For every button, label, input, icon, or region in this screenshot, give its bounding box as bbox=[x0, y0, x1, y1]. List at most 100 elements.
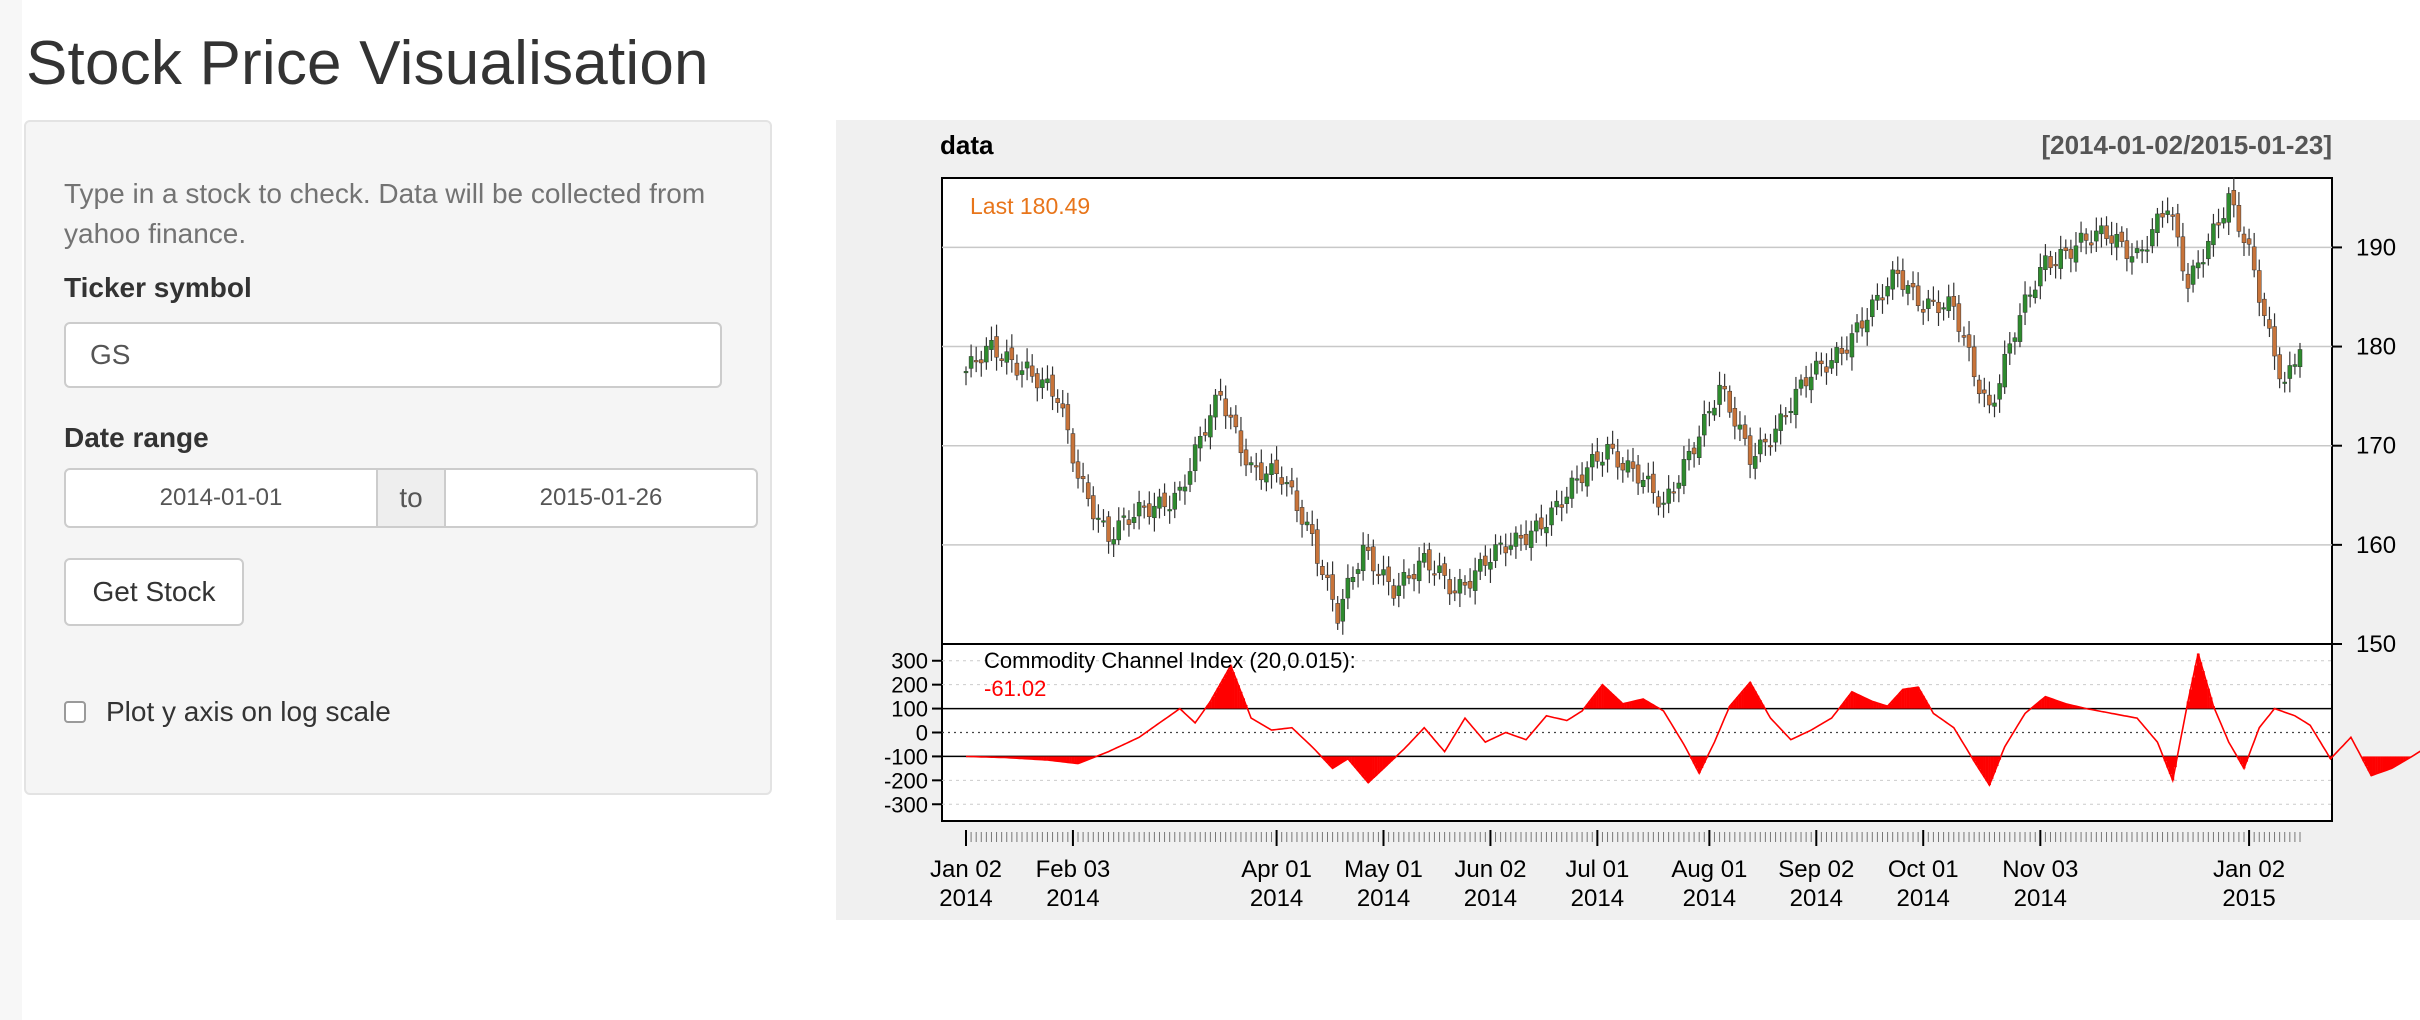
cci-fill-bar bbox=[2377, 756, 2381, 773]
candle bbox=[1411, 574, 1417, 580]
candle bbox=[1264, 473, 1269, 483]
cci-fill-bar bbox=[2209, 697, 2213, 709]
candle bbox=[1702, 414, 1707, 436]
price-tick-label: 170 bbox=[2356, 433, 2396, 460]
price-tick-label: 150 bbox=[2356, 631, 2396, 658]
cci-fill-bar bbox=[1035, 756, 1039, 760]
cci-fill-bar bbox=[1639, 699, 1643, 709]
candle bbox=[2216, 222, 2221, 226]
cci-fill-bar bbox=[1621, 703, 1625, 709]
cci-fill-bar bbox=[1733, 700, 1737, 709]
candle bbox=[1951, 296, 1957, 307]
candle bbox=[2083, 233, 2089, 241]
cci-fill-bar bbox=[1840, 704, 1844, 709]
candle bbox=[963, 371, 969, 374]
cci-fill-bar bbox=[1018, 756, 1021, 759]
cci-fill-bar bbox=[2059, 702, 2063, 709]
x-tick-label: Aug 01 bbox=[1671, 856, 1747, 883]
candle bbox=[1172, 492, 1178, 510]
cci-fill-bar bbox=[1644, 700, 1648, 709]
cci-fill-bar bbox=[1975, 756, 1979, 766]
x-tick-label: Feb 03 bbox=[1036, 856, 1111, 883]
candle bbox=[1427, 549, 1432, 571]
candle bbox=[1447, 579, 1452, 595]
candle bbox=[1696, 436, 1702, 458]
candle bbox=[1523, 533, 1529, 545]
candle bbox=[1793, 388, 1799, 415]
candle bbox=[1355, 569, 1361, 574]
cci-fill-bar bbox=[1346, 756, 1350, 759]
candle bbox=[2195, 262, 2201, 269]
candle bbox=[1223, 398, 1228, 417]
date-range-group: to bbox=[64, 468, 758, 528]
candle bbox=[1844, 349, 1850, 354]
cci-fill-bar bbox=[2064, 703, 2068, 709]
price-panel bbox=[941, 177, 2333, 645]
cci-tick-label: -200 bbox=[884, 768, 928, 793]
candle bbox=[979, 359, 984, 364]
cci-fill-bar bbox=[1384, 756, 1388, 766]
cci-fill-bar bbox=[1631, 701, 1635, 709]
cci-fill-bar bbox=[1730, 703, 1734, 709]
cci-fill-bar bbox=[1084, 756, 1088, 761]
cci-last-value: -61.02 bbox=[984, 676, 1046, 701]
x-tick-label: Apr 01 bbox=[1241, 856, 1312, 883]
cci-fill-bar bbox=[1909, 688, 1912, 709]
get-stock-button[interactable]: Get Stock bbox=[64, 558, 244, 626]
x-tick-year: 2014 bbox=[1571, 885, 1624, 912]
cci-fill-bar bbox=[2199, 662, 2203, 709]
cci-fill-bar bbox=[1972, 756, 1976, 762]
candle bbox=[1961, 335, 1967, 338]
candle bbox=[1325, 574, 1330, 578]
candle bbox=[1691, 447, 1697, 455]
cci-fill-bar bbox=[2173, 756, 2177, 768]
cci-fill-bar bbox=[2392, 756, 2396, 767]
candle bbox=[1060, 403, 1065, 409]
cci-fill-bar bbox=[1853, 693, 1856, 709]
candle bbox=[2180, 236, 2186, 272]
candle bbox=[1126, 519, 1132, 525]
cci-fill-bar bbox=[1761, 704, 1765, 709]
candle bbox=[1722, 385, 1727, 390]
candle bbox=[1167, 509, 1172, 512]
candle bbox=[1065, 404, 1071, 431]
cci-fill-bar bbox=[1886, 706, 1890, 709]
candle bbox=[1019, 370, 1025, 375]
cci-fill-bar bbox=[1356, 756, 1360, 771]
candle bbox=[1136, 501, 1142, 517]
candle bbox=[1493, 544, 1498, 561]
candle bbox=[1070, 433, 1076, 464]
cci-fill-bar bbox=[1980, 756, 1984, 774]
cci-fill-bar bbox=[2375, 756, 2378, 774]
candle bbox=[1498, 542, 1503, 545]
candle bbox=[1483, 555, 1488, 566]
cci-fill-bar bbox=[1985, 756, 1989, 782]
cci-fill-bar bbox=[2072, 705, 2075, 709]
cci-fill-bar bbox=[2194, 665, 2198, 709]
date-end-input[interactable] bbox=[444, 468, 758, 528]
ticker-input[interactable] bbox=[64, 322, 722, 388]
candle bbox=[1976, 379, 1982, 394]
cci-tick-label: -100 bbox=[884, 744, 928, 769]
cci-fill-bar bbox=[1372, 756, 1375, 778]
cci-fill-bar bbox=[1232, 672, 1235, 709]
candle bbox=[1315, 529, 1320, 564]
cci-fill-bar bbox=[1891, 700, 1895, 709]
candle bbox=[1432, 573, 1437, 576]
candle bbox=[2160, 213, 2165, 218]
candle bbox=[1004, 351, 1009, 363]
cci-fill-bar bbox=[1654, 706, 1658, 709]
candle bbox=[1651, 473, 1656, 494]
date-start-input[interactable] bbox=[64, 468, 378, 528]
cci-fill-bar bbox=[1086, 756, 1090, 760]
candle bbox=[1584, 467, 1590, 487]
cci-fill-bar bbox=[2041, 698, 2045, 709]
candle bbox=[1243, 449, 1249, 466]
candle bbox=[1763, 438, 1768, 443]
candle bbox=[1279, 477, 1284, 485]
price-tick-label: 190 bbox=[2356, 234, 2396, 261]
log-scale-option[interactable]: Plot y axis on log scale bbox=[64, 692, 391, 732]
cci-fill-bar bbox=[2204, 679, 2208, 709]
candle bbox=[1289, 480, 1295, 488]
log-scale-checkbox[interactable] bbox=[64, 701, 86, 723]
